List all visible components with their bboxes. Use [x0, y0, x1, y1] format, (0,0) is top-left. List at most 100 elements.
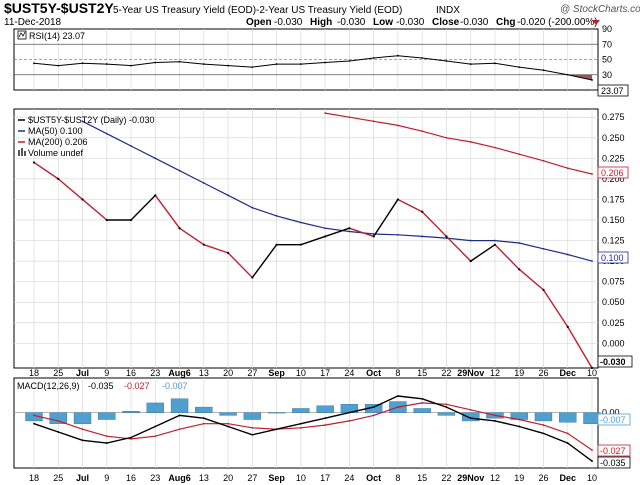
ma50-line-point — [251, 206, 254, 209]
macd-line-point — [202, 417, 205, 420]
rsi-line-point — [494, 62, 496, 65]
ma50-line-point — [542, 247, 545, 250]
ma50-line-point — [202, 182, 205, 184]
ma200-legend-text: MA(200) 0.206 — [28, 137, 88, 147]
rsi-line-point — [57, 64, 60, 67]
ma50-legend-text: MA(50) 0.100 — [28, 126, 83, 136]
price-point — [518, 268, 521, 271]
x-tick-label: 8 — [395, 473, 400, 483]
price-point — [324, 235, 327, 238]
macd-hist-bar — [316, 405, 334, 413]
low-value: -0.030 — [396, 17, 425, 28]
macd-line-point — [154, 425, 157, 428]
rsi-last-badge: 23.07 — [597, 84, 629, 97]
ma50-badge-text: 0.100 — [601, 253, 624, 263]
x-tick-label: Aug6 — [168, 368, 191, 378]
price-segment — [518, 268, 544, 291]
rsi-line-point — [33, 62, 35, 65]
rsi-line-point — [105, 63, 108, 65]
rsi-legend-text: RSI(14) 23.07 — [29, 31, 85, 41]
x-tick-label: 23 — [150, 368, 160, 378]
x-tick-label: 10 — [296, 473, 306, 483]
price-tick-label: 0.150 — [602, 215, 625, 225]
ma50-line-point — [275, 214, 278, 217]
macd-signal-line-point — [130, 438, 132, 440]
x-tick-label: 24 — [344, 368, 354, 378]
ma200-line-point — [591, 173, 593, 175]
rsi-oversold-fill — [543, 74, 592, 80]
price-tick-label: 0.025 — [602, 318, 625, 328]
macd-line-point — [251, 433, 254, 436]
down-arrow-icon — [592, 20, 600, 25]
macd-signal-line-point — [421, 402, 424, 404]
price-tick-label: 0.275 — [602, 112, 625, 122]
price-point — [32, 161, 36, 164]
ma50-line-point — [566, 253, 569, 256]
price-tick-label: 0.000 — [602, 338, 625, 348]
macd-tick-label: 0.00 — [602, 408, 620, 418]
x-tick-label: 29Nov — [457, 473, 484, 483]
rsi-legend-icon-line — [18, 31, 26, 38]
macd-hist-bar — [267, 412, 286, 414]
exchange-label: INDX — [436, 5, 460, 16]
price-segment — [57, 178, 83, 200]
ma50-line-point — [130, 145, 132, 147]
x-tick-label: 13 — [199, 368, 209, 378]
macd-line-point — [33, 422, 35, 425]
macd-line-point — [494, 420, 496, 422]
rsi-layer — [33, 54, 593, 81]
x-tick-label: 17 — [320, 473, 330, 483]
rsi-line-point — [469, 63, 472, 65]
price-segment — [373, 199, 399, 237]
price-point — [81, 198, 84, 201]
price-segment — [445, 235, 472, 262]
macd-hist-bar — [170, 398, 189, 413]
macd-legend: MACD(12,26,9) -0.035 -0.027 -0.007 — [17, 381, 188, 391]
price-tick-label: 0.175 — [602, 194, 625, 204]
rsi-tick-label: 50 — [602, 55, 612, 65]
x-tick-label: 26 — [538, 368, 548, 378]
ma50-line-point — [494, 239, 496, 242]
rsi-tick-label: 90 — [602, 24, 612, 34]
x-tick-label: Dec — [559, 473, 576, 483]
price-point — [275, 243, 278, 246]
price-tick-label: 0.225 — [602, 153, 625, 163]
macd-signal-line-point — [348, 420, 351, 422]
price-segment — [324, 227, 350, 238]
price-layer — [32, 112, 594, 370]
rsi-line-point — [130, 64, 132, 67]
rsi-line-point — [81, 62, 84, 65]
macd-signal-line-point — [397, 406, 399, 408]
macd-hist-bar — [195, 406, 213, 413]
x-tick-label: 10 — [296, 368, 306, 378]
macd-hist-bar — [534, 412, 553, 422]
macd-line-point — [397, 395, 399, 397]
macd-signal-line-point — [445, 403, 448, 406]
ma50-line-point — [299, 221, 302, 224]
ma50-line-point — [421, 235, 424, 238]
macd-hist-bar — [437, 412, 456, 416]
x-tick-label: 17 — [320, 368, 330, 378]
x-tick-label: 22 — [441, 473, 451, 483]
price-tick-label: 0.200 — [602, 174, 625, 184]
macd-signal-line-point — [81, 428, 84, 431]
price-point — [105, 218, 108, 222]
price-point — [154, 194, 157, 197]
close-label: Close — [432, 17, 460, 28]
macd-line-point — [57, 431, 60, 433]
macd-line-point — [227, 425, 229, 428]
price-point — [348, 227, 351, 230]
rsi-line-point — [227, 64, 229, 67]
rsi-legend: RSI(14) 23.07 — [17, 30, 85, 41]
rsi-tick-label: 70 — [602, 39, 612, 49]
macd-line-point — [542, 432, 545, 435]
ma200-line-point — [469, 140, 472, 143]
price-point — [226, 251, 230, 254]
macd-line-point — [105, 442, 108, 444]
macd-signal-line-point — [469, 408, 472, 411]
ma200-line-point — [397, 124, 399, 127]
rsi-line — [33, 55, 593, 81]
series-description: 5-Year US Treasury Yield (EOD)-2-Year US… — [113, 5, 402, 16]
rsi-line-point — [372, 57, 375, 59]
